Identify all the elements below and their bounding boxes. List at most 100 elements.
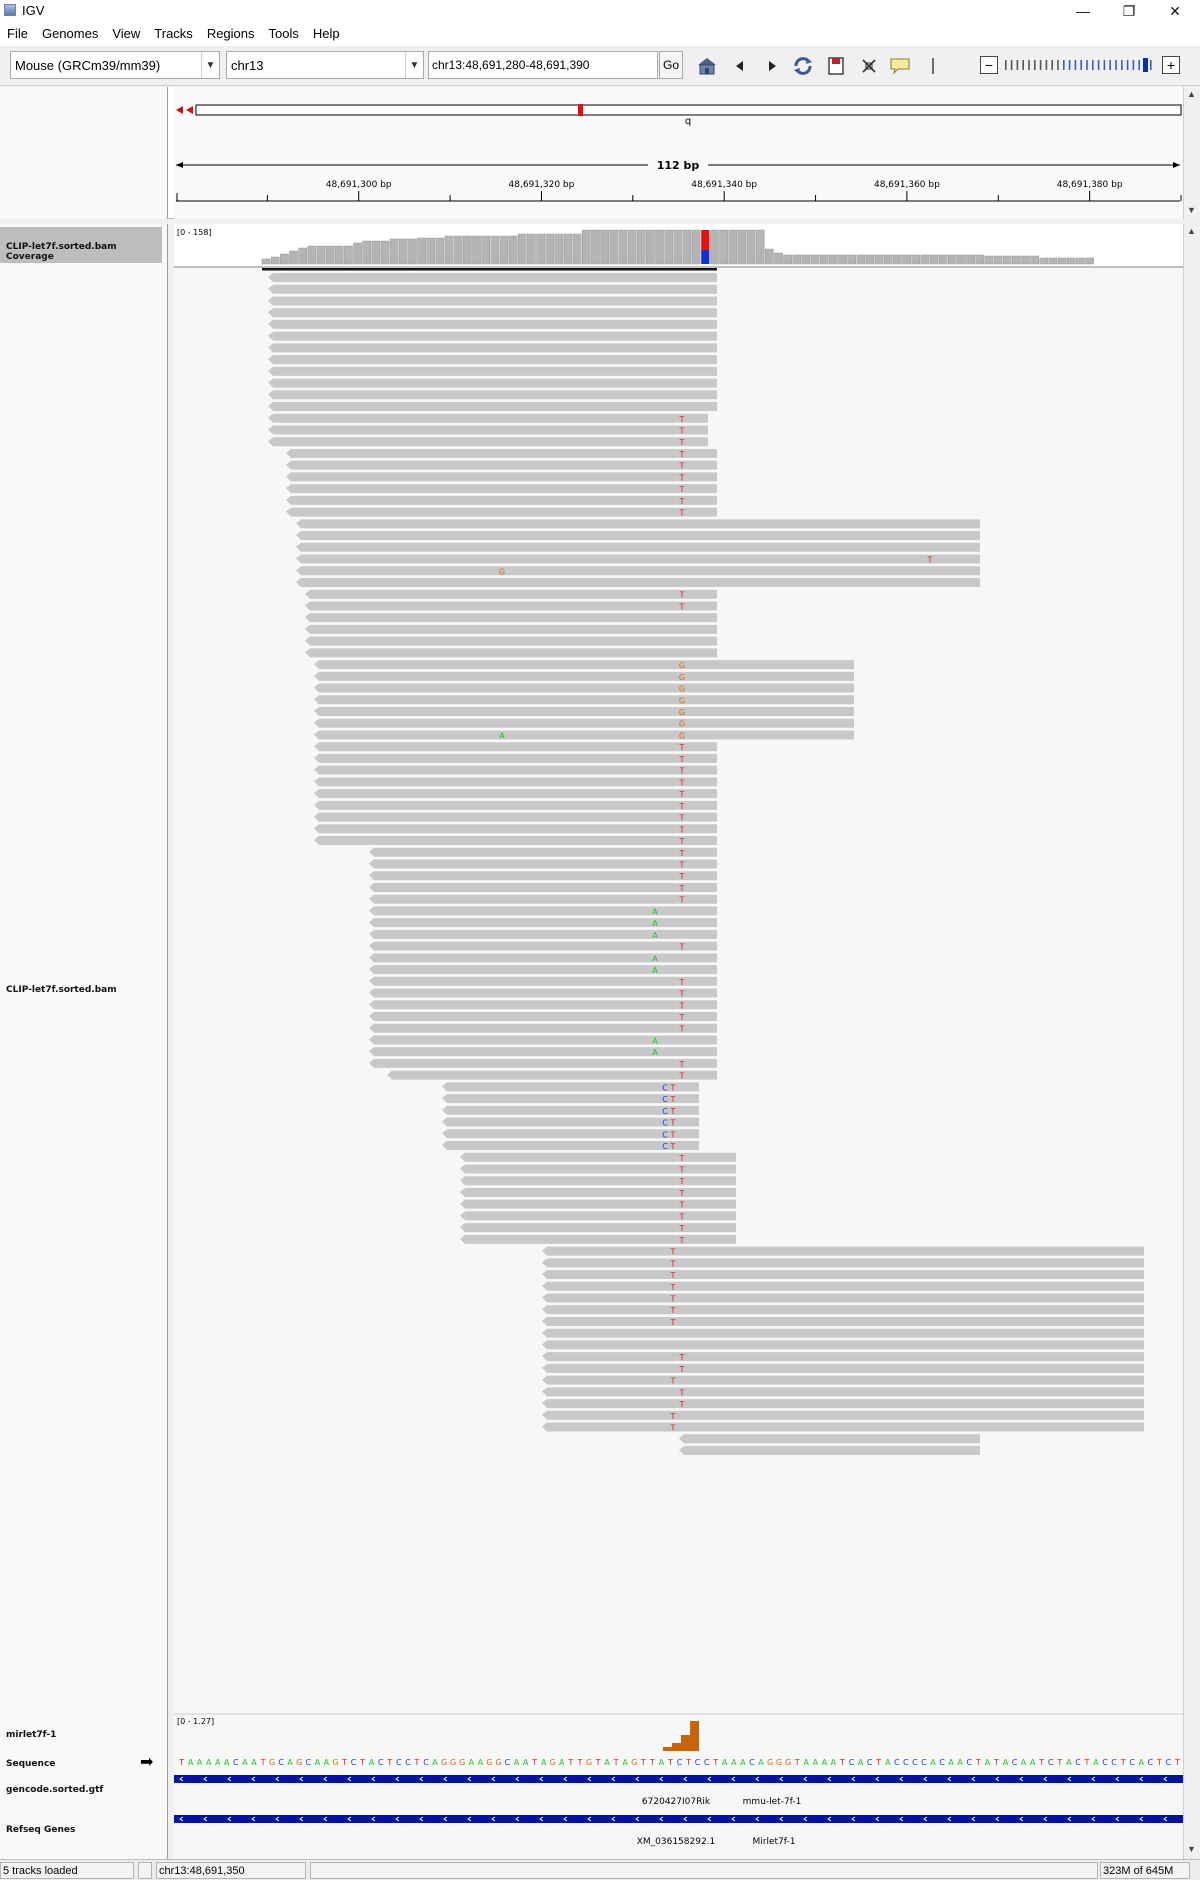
coverage-bar[interactable] (307, 245, 317, 265)
alignment-read[interactable] (369, 847, 717, 857)
coverage-bar[interactable] (1002, 255, 1012, 265)
coverage-bar[interactable] (481, 235, 491, 265)
alignment-read[interactable] (369, 859, 717, 869)
alignment-read[interactable] (268, 308, 717, 318)
alignment-read[interactable] (296, 566, 980, 576)
alignment-read[interactable] (369, 953, 717, 963)
alignment-read[interactable] (268, 437, 708, 447)
alignment-read[interactable] (369, 941, 717, 951)
mirlet-signal-bar[interactable] (681, 1735, 690, 1751)
data-scrollbar[interactable]: ▲ ▼ (1183, 224, 1200, 1859)
alignment-read[interactable] (369, 988, 717, 998)
coverage-bar[interactable] (618, 229, 628, 265)
coverage-bar[interactable] (902, 254, 911, 265)
coverage-bar[interactable] (819, 254, 829, 265)
alignment-read[interactable] (268, 390, 717, 400)
alignment-read[interactable] (460, 1187, 736, 1197)
alignment-read[interactable] (296, 542, 980, 552)
coverage-histogram[interactable] (261, 229, 1094, 265)
alignment-read[interactable] (460, 1152, 736, 1162)
coverage-bar[interactable] (1066, 257, 1076, 265)
coverage-bar[interactable] (984, 255, 994, 265)
coverage-bar[interactable] (463, 235, 472, 265)
coverage-bar[interactable] (810, 254, 820, 265)
header-scrollbar[interactable]: ▲ ▼ (1183, 87, 1200, 219)
coverage-bar[interactable] (554, 233, 564, 265)
go-button[interactable]: Go (659, 51, 683, 79)
menu-tracks[interactable]: Tracks (154, 26, 193, 41)
coverage-bar[interactable] (527, 233, 536, 265)
coverage-bar[interactable] (1057, 257, 1067, 265)
alignment-read[interactable] (542, 1246, 1144, 1256)
coverage-bar[interactable] (344, 245, 353, 265)
resize-icon[interactable] (857, 54, 881, 78)
alignment-read[interactable] (305, 613, 717, 623)
alignment-read[interactable] (442, 1117, 699, 1127)
coverage-bar[interactable] (755, 229, 765, 265)
restore-button[interactable]: ❐ (1122, 2, 1136, 19)
alignment-read[interactable] (305, 636, 717, 646)
alignment-read[interactable] (268, 319, 717, 329)
alignment-read[interactable] (679, 1446, 980, 1455)
coverage-bar[interactable] (1030, 255, 1039, 265)
alignment-read[interactable] (460, 1223, 736, 1233)
alignment-read[interactable] (305, 589, 717, 599)
coverage-bar[interactable] (636, 229, 646, 265)
chromosome-dropdown[interactable]: chr13 ▼ (226, 51, 424, 79)
coverage-bar[interactable] (453, 235, 463, 265)
roi-icon[interactable] (824, 54, 848, 78)
coverage-bar[interactable] (389, 238, 399, 265)
alignment-read[interactable] (460, 1164, 736, 1174)
alignment-read[interactable] (369, 1035, 717, 1045)
chromosome-ideogram[interactable] (195, 104, 1182, 116)
coverage-bar[interactable] (737, 229, 747, 265)
forward-icon[interactable] (760, 54, 784, 78)
coverage-bar[interactable] (444, 235, 454, 265)
alignment-read[interactable] (314, 718, 854, 728)
alignment-read[interactable] (268, 378, 717, 388)
alignment-read[interactable] (314, 824, 717, 834)
coverage-bar[interactable] (691, 229, 701, 265)
mirlet-track-name[interactable]: mirlet7f-1 (6, 1730, 57, 1740)
alignment-read[interactable] (296, 519, 980, 529)
mirlet-signal-bar[interactable] (663, 1747, 672, 1751)
scroll-up-icon[interactable]: ▲ (1187, 89, 1196, 99)
coverage-bar[interactable] (490, 235, 500, 265)
coverage-bar[interactable] (728, 229, 738, 265)
refresh-icon[interactable] (791, 54, 815, 78)
alignment-read[interactable] (314, 789, 717, 799)
coverage-track-name[interactable]: CLIP-let7f.sorted.bam Coverage (6, 242, 117, 262)
alignment-read[interactable] (369, 918, 717, 928)
alignment-read[interactable] (314, 695, 854, 705)
coverage-bar[interactable] (966, 254, 975, 265)
mirlet-signal-bar[interactable] (672, 1743, 681, 1751)
gencode-gene-feature[interactable] (174, 1775, 1183, 1783)
alignment-read[interactable] (314, 671, 854, 681)
alignment-read[interactable] (442, 1141, 699, 1151)
ruler-icon[interactable] (921, 54, 945, 78)
genome-dropdown[interactable]: Mouse (GRCm39/mm39) ▼ (10, 51, 220, 79)
coverage-bar[interactable] (517, 233, 527, 265)
alignment-read[interactable] (314, 765, 717, 775)
coverage-bar[interactable] (563, 233, 573, 265)
coverage-bar[interactable] (508, 235, 518, 265)
alignment-read[interactable] (542, 1340, 1144, 1350)
alignment-read[interactable] (369, 882, 717, 892)
sequence-track-name[interactable]: Sequence (6, 1759, 56, 1769)
alignment-read[interactable] (369, 1023, 717, 1033)
alignment-read[interactable] (542, 1281, 1144, 1291)
coverage-bar[interactable] (673, 229, 683, 265)
alignment-read[interactable] (542, 1293, 1144, 1303)
alignment-read[interactable] (268, 296, 717, 306)
alignment-read[interactable] (314, 707, 854, 717)
menu-file[interactable]: File (7, 26, 28, 41)
alignment-read[interactable] (542, 1305, 1144, 1315)
zoom-out-button[interactable]: − (980, 56, 998, 74)
alignment-read[interactable] (442, 1094, 699, 1104)
coverage-bar[interactable] (993, 255, 1003, 265)
coverage-bar[interactable] (801, 254, 811, 265)
alignment-read[interactable] (460, 1176, 736, 1186)
coverage-bar[interactable] (380, 240, 390, 265)
scroll-up-icon[interactable]: ▲ (1187, 226, 1196, 236)
